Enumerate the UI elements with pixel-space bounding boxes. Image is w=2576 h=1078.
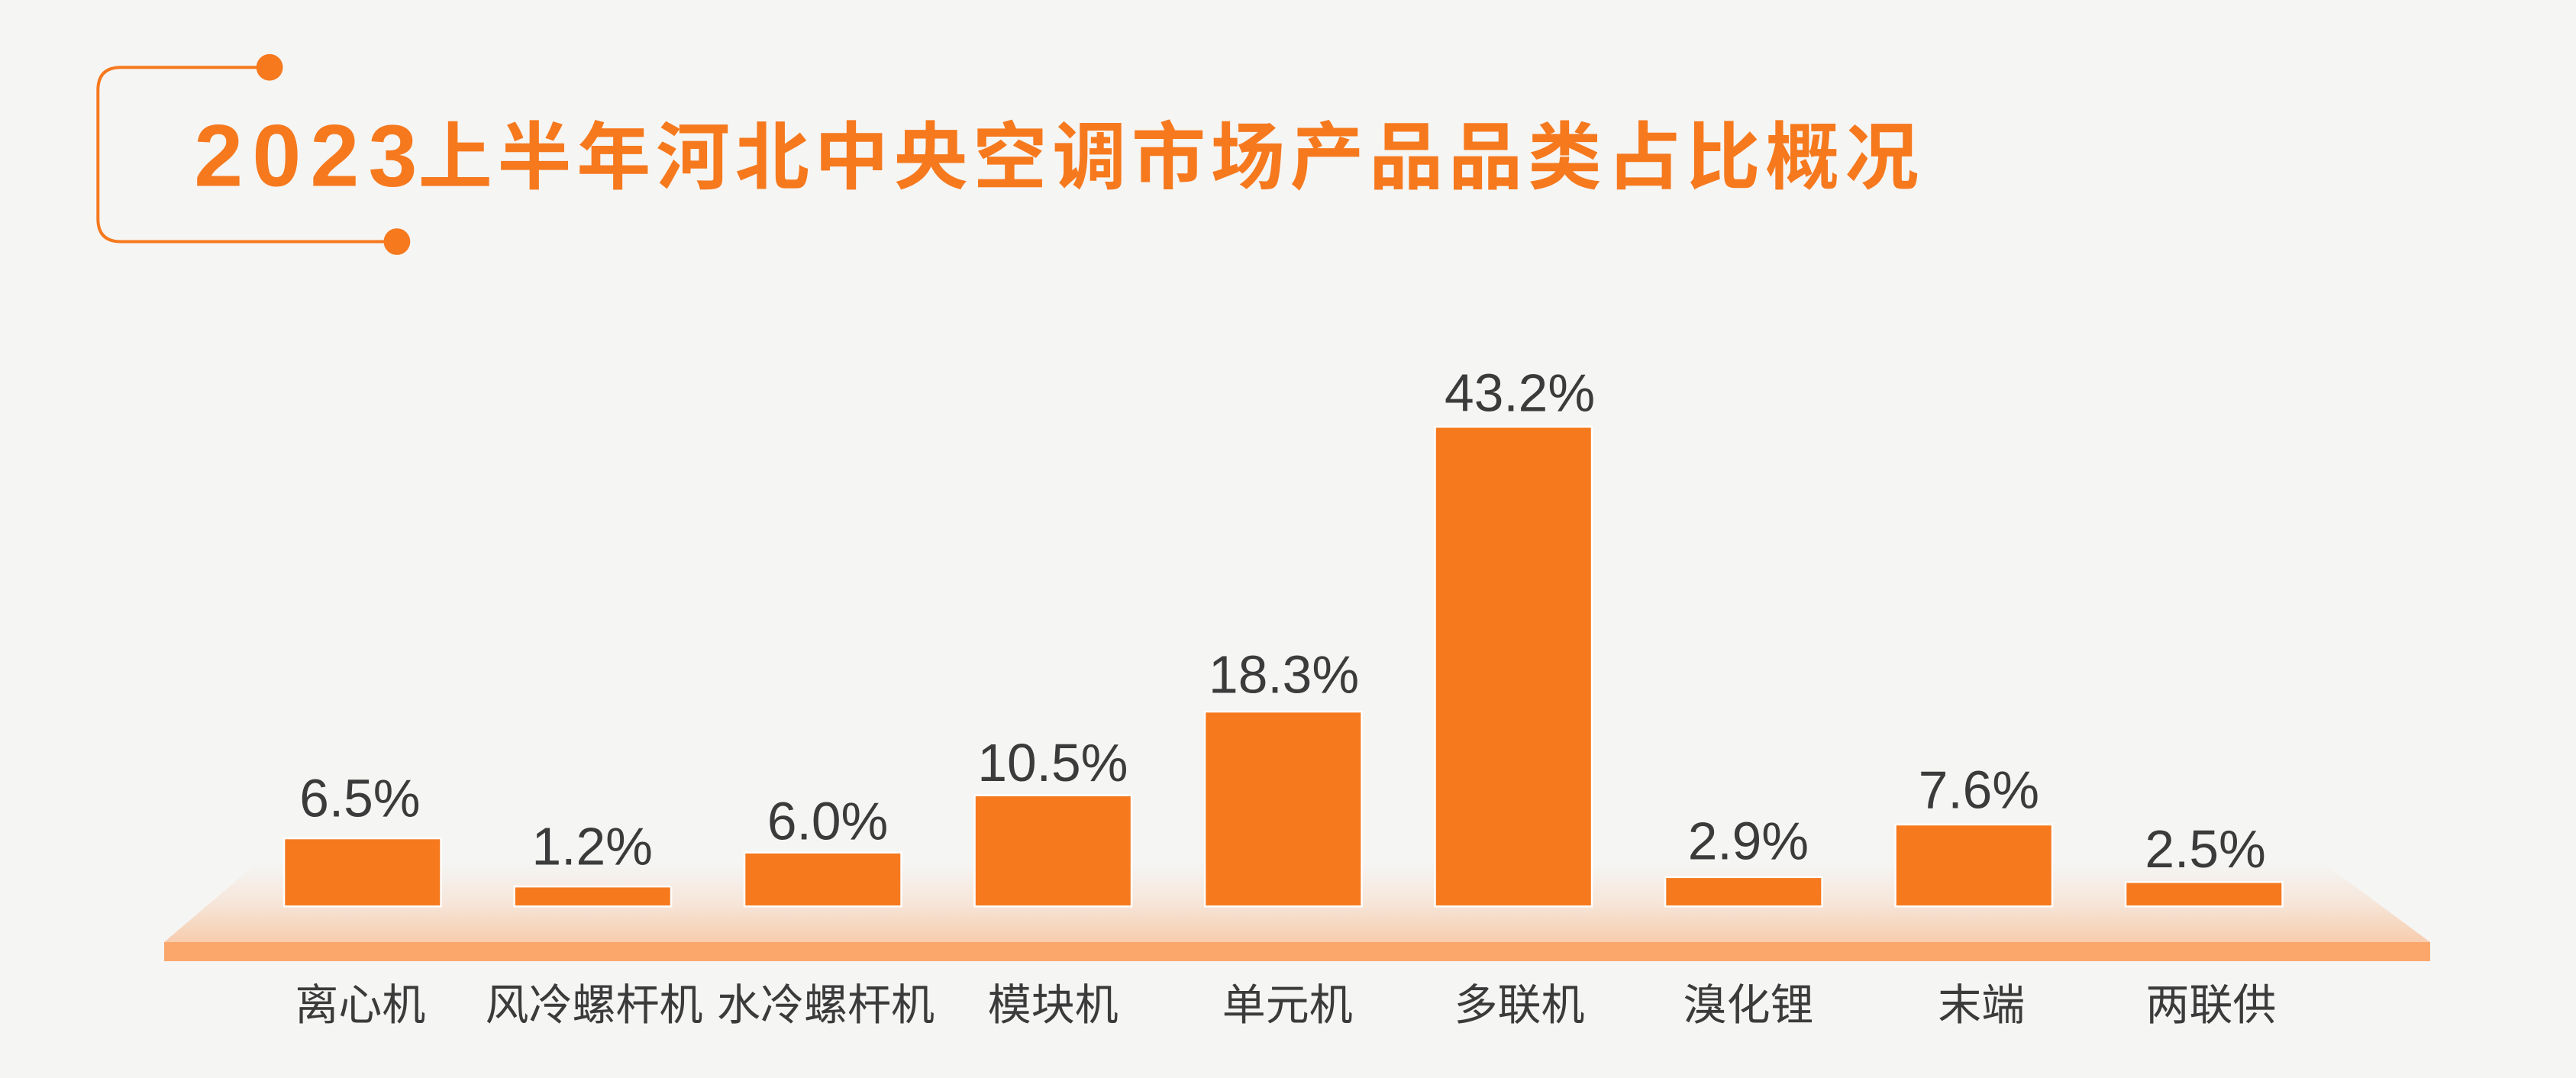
svg-text:2.9%: 2.9% <box>1688 812 1809 871</box>
svg-text:2.5%: 2.5% <box>2145 819 2265 879</box>
svg-text:18.3%: 18.3% <box>1209 644 1359 704</box>
svg-text:43.2%: 43.2% <box>1445 363 1595 423</box>
svg-text:1.2%: 1.2% <box>531 816 652 876</box>
svg-text:6.5%: 6.5% <box>299 769 420 828</box>
svg-text:2023: 2023 <box>194 108 426 205</box>
svg-text:6.0%: 6.0% <box>767 792 888 851</box>
svg-text:10.5%: 10.5% <box>977 733 1128 792</box>
svg-text:7.6%: 7.6% <box>1919 760 2039 819</box>
